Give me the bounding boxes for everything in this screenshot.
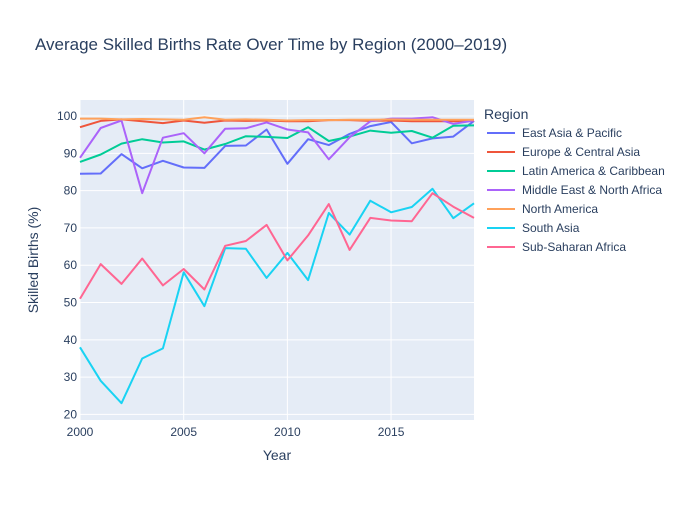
- x-axis-title: Year: [263, 447, 292, 463]
- legend-title: Region: [484, 106, 528, 122]
- legend-label: Latin America & Caribbean: [522, 164, 665, 178]
- x-axis-ticks: 2000 2005 2010 2015: [67, 425, 405, 439]
- y-axis-title: Skilled Births (%): [25, 207, 41, 314]
- chart-title: Average Skilled Births Rate Over Time by…: [35, 35, 507, 54]
- legend: Region East Asia & Pacific Europe & Centr…: [484, 106, 665, 254]
- series-line: [80, 116, 474, 122]
- y-tick-label: 20: [64, 407, 78, 421]
- x-tick-label: 2015: [378, 425, 405, 439]
- series-line: [79, 192, 475, 300]
- legend-items: East Asia & Pacific Europe & Central Asia…: [487, 126, 665, 254]
- y-axis-ticks: 20 30 40 50 60 70 80 90 100: [57, 109, 77, 421]
- y-tick-label: 50: [64, 296, 78, 310]
- series-lines: [79, 116, 475, 405]
- legend-label: East Asia & Pacific: [522, 126, 622, 140]
- y-tick-label: 100: [57, 109, 77, 123]
- x-tick-label: 2010: [274, 425, 301, 439]
- legend-label: Sub-Saharan Africa: [522, 240, 626, 254]
- legend-label: South Asia: [522, 221, 580, 235]
- y-tick-label: 70: [64, 221, 78, 235]
- y-tick-label: 90: [64, 146, 78, 160]
- y-tick-label: 80: [64, 184, 78, 198]
- series-line: [79, 120, 475, 175]
- y-tick-label: 60: [64, 258, 78, 272]
- series-line: [79, 116, 475, 195]
- y-tick-label: 30: [64, 370, 78, 384]
- legend-label: North America: [522, 202, 598, 216]
- y-tick-label: 40: [64, 333, 78, 347]
- series-line: [79, 124, 475, 163]
- legend-label: Middle East & North Africa: [522, 183, 662, 197]
- legend-label: Europe & Central Asia: [522, 145, 640, 159]
- x-tick-label: 2000: [67, 425, 94, 439]
- x-tick-label: 2005: [170, 425, 197, 439]
- series-line: [79, 187, 475, 405]
